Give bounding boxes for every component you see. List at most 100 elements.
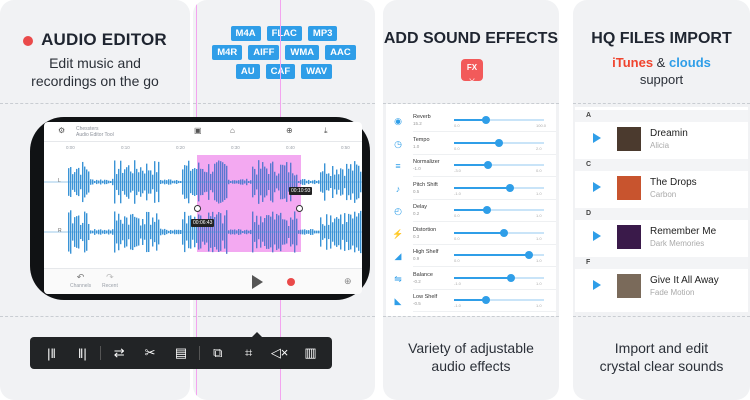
ruler-mark: 0:50: [341, 145, 350, 150]
mute-icon[interactable]: ◁×: [270, 345, 289, 360]
recent-button[interactable]: ↷ Recent: [102, 272, 118, 289]
play-icon[interactable]: [252, 275, 263, 289]
slider-fill: [454, 299, 486, 301]
slider-knob[interactable]: [499, 228, 508, 237]
edit-toolbar: |‖ ‖| ⇄ ✂ ▤ ⧉ ⌗ ◁× ▥: [30, 337, 332, 369]
effect-slider[interactable]: [454, 273, 544, 282]
card-subtitle: iTunes & clouds support: [612, 55, 711, 87]
song-row[interactable]: The Drops Carbon: [575, 171, 748, 205]
slider-knob[interactable]: [483, 206, 492, 214]
selection-start-handle[interactable]: [194, 205, 201, 212]
effect-icon: ◣: [394, 296, 402, 306]
divider: [193, 103, 375, 104]
play-icon[interactable]: [593, 231, 601, 241]
slider-fill: [454, 141, 499, 144]
slider-knob[interactable]: [506, 273, 515, 282]
channel-left-label: L: [58, 178, 61, 184]
ruler-mark: 0:00: [66, 145, 75, 150]
slider-knob[interactable]: [484, 161, 493, 169]
slider-knob[interactable]: [495, 138, 503, 147]
slider-knob[interactable]: [505, 183, 514, 192]
row-divider: [413, 311, 556, 312]
split-end-icon[interactable]: ‖|: [77, 345, 87, 361]
scissors-icon[interactable]: ✂: [144, 345, 156, 360]
effect-slider[interactable]: [454, 116, 544, 124]
hat-icon[interactable]: ⌂: [230, 126, 235, 135]
paste-icon[interactable]: ▤: [174, 345, 188, 360]
crop-icon[interactable]: ⌗: [245, 345, 253, 360]
effect-slider[interactable]: [454, 161, 544, 169]
ruler-mark: 0:10: [121, 145, 130, 150]
editor-screen: ⚙ Chessters Audio Editor Tool ▣ ⌂ ⊕ ⤓ 0:…: [44, 122, 362, 294]
play-icon[interactable]: [593, 182, 601, 192]
toolbar-separator: [198, 346, 200, 360]
effect-name: Distortion: [413, 226, 437, 233]
effect-slider[interactable]: [454, 206, 544, 214]
album-art: [617, 274, 641, 298]
camera-icon[interactable]: ▣: [194, 126, 202, 135]
slider-max: 100.0: [536, 123, 547, 128]
effect-row: ⇋ Balance -0.2 -1.0 1.0: [386, 268, 556, 290]
row-divider: [413, 153, 556, 155]
row-divider: [413, 288, 556, 290]
effect-name: Normalizer: [413, 159, 440, 165]
section-header: C: [575, 159, 748, 171]
waveform-right[interactable]: [44, 210, 362, 254]
selection-end-handle[interactable]: [296, 205, 303, 212]
ruler-mark: 0:40: [286, 145, 295, 150]
effect-value: -1.0: [413, 166, 421, 171]
download-icon[interactable]: ⤓: [324, 126, 328, 135]
channels-button[interactable]: ↶ Channels: [70, 272, 92, 289]
song-row[interactable]: Give It All Away Fade Motion: [575, 269, 748, 303]
record-icon[interactable]: [287, 278, 295, 286]
album-art: [617, 225, 641, 249]
effect-slider[interactable]: [454, 183, 544, 192]
waveform-left[interactable]: [44, 160, 362, 204]
settings-icon[interactable]: ⚙: [58, 126, 66, 135]
card-sound-effects: ADD SOUND EFFECTS FX ◡ ◉ Reverb 15.2 0.0 100.…: [383, 0, 559, 400]
effect-value: 15.2: [413, 121, 422, 126]
song-artist: Dark Memories: [650, 239, 705, 248]
split-start-icon[interactable]: |‖: [47, 345, 56, 361]
effect-name: Pitch Shift: [413, 181, 438, 188]
slider-max: 1.0: [536, 213, 542, 218]
slider-min: 0.0: [454, 145, 460, 151]
section-header: D: [575, 208, 748, 220]
format-chip: AAC: [325, 45, 356, 60]
zoom-icon[interactable]: ⊕: [344, 276, 352, 286]
format-row: AUCAFWAV: [235, 64, 333, 79]
loop-icon[interactable]: ⇄: [113, 345, 125, 360]
slider-knob[interactable]: [524, 251, 533, 259]
play-icon[interactable]: [593, 133, 601, 143]
effect-row: ≡ Normalizer -1.0 -3.0 0.0: [386, 155, 556, 177]
effect-slider[interactable]: [454, 251, 544, 259]
fx-badge: FX ◡: [461, 59, 483, 82]
phone-notch: [32, 168, 42, 238]
effect-slider[interactable]: [454, 138, 544, 147]
format-chip: AU: [235, 64, 260, 79]
effect-row: ◉ Reverb 15.2 0.0 100.0: [386, 110, 556, 132]
selection-end-time: 00:10:93: [289, 187, 313, 195]
add-icon[interactable]: ⊕: [286, 126, 293, 135]
effect-slider[interactable]: [454, 296, 544, 304]
slider-knob[interactable]: [481, 116, 490, 124]
row-divider: [413, 176, 556, 177]
slider-fill: [454, 119, 486, 121]
song-title: The Drops: [650, 177, 697, 188]
slider-fill: [454, 164, 489, 166]
slider-fill: [454, 276, 511, 279]
copy-icon[interactable]: ⧉: [213, 345, 223, 360]
song-row[interactable]: Remember Me Dark Memories: [575, 220, 748, 254]
effect-icon: ◴: [394, 206, 402, 216]
divider: [0, 103, 190, 104]
effect-slider[interactable]: [454, 228, 544, 237]
slider-max: 2.0: [536, 145, 542, 151]
time-ruler: 0:00 0:10 0:20 0:30 0:40 0:50: [44, 143, 362, 153]
slider-knob[interactable]: [481, 296, 490, 304]
play-icon[interactable]: [593, 280, 601, 290]
song-row[interactable]: Dreamin Alicia: [575, 122, 748, 156]
song-title: Give It All Away: [650, 275, 719, 286]
ruler-mark: 0:30: [231, 145, 240, 150]
song-title: Dreamin: [650, 128, 688, 139]
trash-icon[interactable]: ▥: [304, 345, 317, 360]
